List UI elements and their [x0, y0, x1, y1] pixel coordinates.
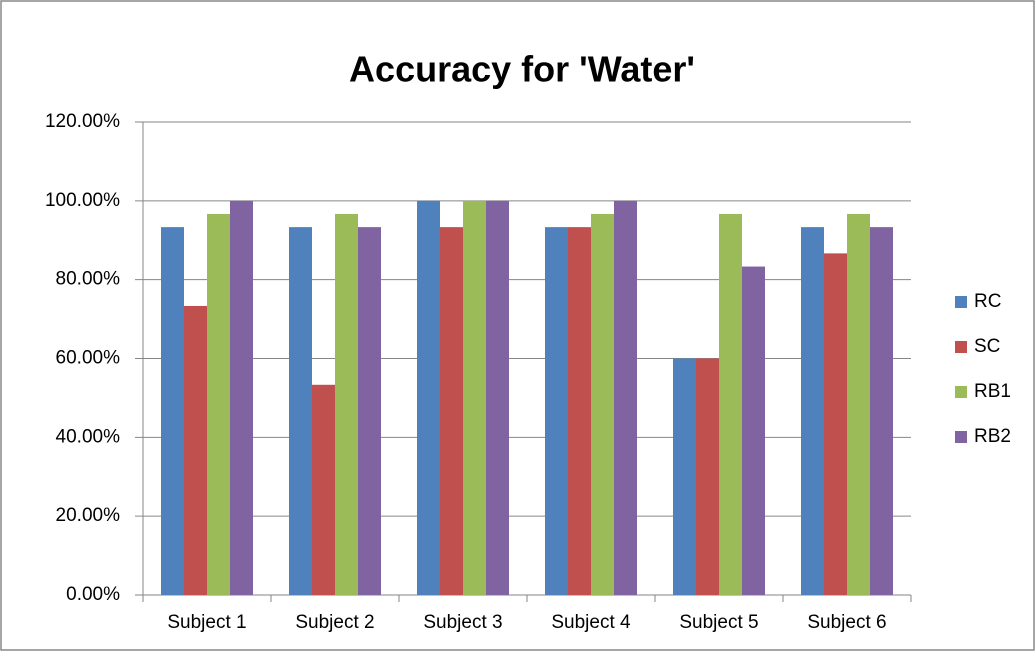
- bar: [591, 213, 614, 595]
- bar: [184, 305, 207, 595]
- bar: [673, 358, 696, 595]
- bar: [742, 266, 765, 595]
- bar: [358, 227, 381, 595]
- legend-label: SC: [974, 336, 1000, 357]
- bar: [230, 200, 253, 596]
- x-tick-label: Subject 2: [295, 612, 374, 633]
- x-tick-label: Subject 3: [423, 612, 502, 633]
- x-tick-label: Subject 6: [807, 612, 886, 633]
- x-tick-label: Subject 4: [551, 612, 631, 633]
- legend-label: RB2: [974, 426, 1011, 447]
- y-tick-label: 40.00%: [56, 426, 121, 447]
- bar: [417, 200, 440, 596]
- chart-title: Accuracy for 'Water': [349, 49, 695, 90]
- bar: [614, 200, 637, 596]
- bar: [335, 213, 358, 595]
- bar: [568, 227, 591, 595]
- bar: [312, 384, 335, 595]
- bar: [463, 200, 486, 596]
- y-tick-label: 80.00%: [56, 269, 121, 290]
- y-tick-label: 100.00%: [45, 190, 120, 211]
- x-tick-label: Subject 1: [167, 612, 246, 633]
- bar: [545, 227, 568, 595]
- bar: [486, 200, 509, 596]
- x-tick-label: Subject 5: [679, 612, 758, 633]
- bar: [847, 213, 870, 595]
- legend-label: RC: [974, 291, 1001, 312]
- y-tick-label: 60.00%: [56, 348, 121, 369]
- legend-swatch: [955, 386, 967, 398]
- bar: [870, 227, 893, 595]
- y-tick-label: 0.00%: [66, 584, 120, 605]
- bar: [696, 358, 719, 595]
- legend-swatch: [955, 296, 967, 308]
- legend-label: RB1: [974, 381, 1011, 402]
- bar: [161, 227, 184, 595]
- legend-swatch: [955, 341, 967, 353]
- bar: [824, 253, 847, 596]
- y-tick-label: 20.00%: [56, 505, 121, 526]
- bar: [207, 213, 230, 595]
- bar: [719, 213, 742, 595]
- legend-swatch: [955, 431, 967, 443]
- y-tick-label: 120.00%: [45, 111, 120, 132]
- bar: [440, 227, 463, 595]
- bar: [801, 227, 824, 595]
- bar: [289, 227, 312, 595]
